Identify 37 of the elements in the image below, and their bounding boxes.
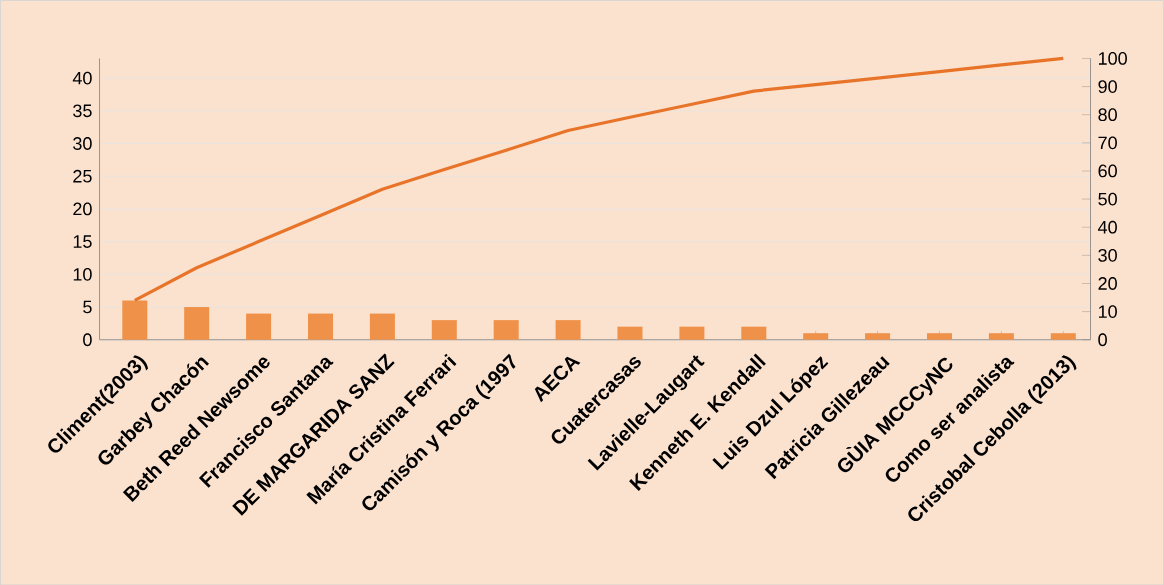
bar xyxy=(431,319,457,340)
y-tick-label: 0 xyxy=(83,333,92,346)
bar xyxy=(617,326,643,340)
y2-tick-label: 20 xyxy=(1098,276,1117,290)
y2-tick-label: 50 xyxy=(1098,192,1117,206)
bar xyxy=(926,333,953,340)
bar xyxy=(493,319,519,340)
y2-tick-label: 80 xyxy=(1098,108,1117,121)
bar xyxy=(1050,333,1076,340)
y-tick-label: 30 xyxy=(73,136,92,150)
bar xyxy=(307,313,334,340)
line-series xyxy=(133,56,1065,302)
y-tick-label: 10 xyxy=(73,267,92,281)
y-tick-label: 5 xyxy=(83,300,92,314)
bar xyxy=(369,313,395,340)
y-tick-label: 15 xyxy=(73,235,92,248)
y2-tick-label: 30 xyxy=(1098,248,1117,262)
bar xyxy=(184,306,210,340)
bar xyxy=(803,333,829,340)
y-tick-label: 35 xyxy=(73,104,92,117)
y2-tick-label: 0 xyxy=(1098,333,1107,346)
y-tick-label: 20 xyxy=(73,202,92,216)
bar xyxy=(555,319,581,340)
bar xyxy=(679,326,705,340)
y-tick-label: 25 xyxy=(73,169,92,183)
bar xyxy=(988,333,1014,340)
bar xyxy=(246,313,272,340)
y-tick-label: 40 xyxy=(72,71,92,85)
y2-tick-label: 40 xyxy=(1098,220,1117,234)
y2-tick-label: 90 xyxy=(1098,80,1117,93)
y2-tick-label: 60 xyxy=(1098,164,1117,178)
bar xyxy=(741,326,767,340)
bar xyxy=(865,333,891,340)
bar xyxy=(122,300,148,340)
y2-tick-label: 70 xyxy=(1098,136,1117,150)
y2-tick-label: 10 xyxy=(1098,305,1117,318)
y2-tick-label: 100 xyxy=(1098,51,1127,65)
